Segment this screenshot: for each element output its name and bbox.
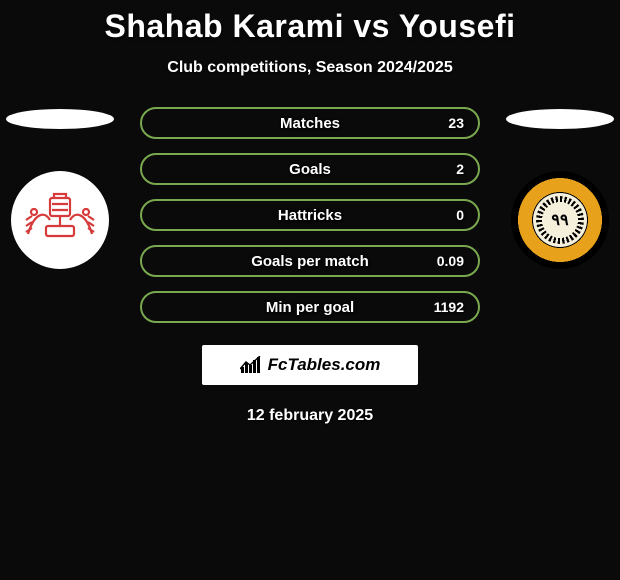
club-crest-right-icon: ۹۹: [511, 171, 609, 269]
bars-icon: [240, 356, 262, 374]
club-crest-right-core: ۹۹: [533, 193, 587, 247]
player-left-column: [0, 107, 120, 269]
stat-row: Hattricks 0: [140, 199, 480, 231]
brand-attribution[interactable]: FcTables.com: [202, 345, 418, 385]
stat-value-right: 0.09: [437, 253, 464, 269]
middle-section: ۹۹ Matches 23 Goals 2 Hattricks 0 Goals …: [0, 107, 620, 323]
stats-list: Matches 23 Goals 2 Hattricks 0 Goals per…: [140, 107, 480, 323]
stat-label: Min per goal: [266, 299, 354, 316]
stat-label: Goals per match: [251, 253, 369, 270]
player-left-ellipse: [6, 109, 114, 129]
stat-row: Matches 23: [140, 107, 480, 139]
player-right-column: ۹۹: [500, 107, 620, 269]
stat-row: Goals 2: [140, 153, 480, 185]
stat-value-right: 0: [456, 207, 464, 223]
club-crest-right-numeral: ۹۹: [551, 210, 568, 230]
club-badge-right: ۹۹: [511, 171, 609, 269]
stat-label: Goals: [289, 161, 331, 178]
club-badge-left: [11, 171, 109, 269]
page-subtitle: Club competitions, Season 2024/2025: [0, 59, 620, 77]
player-right-ellipse: [506, 109, 614, 129]
stat-label: Matches: [280, 115, 340, 132]
stat-value-right: 2: [456, 161, 464, 177]
club-crest-left-icon: [20, 190, 100, 250]
page-title: Shahab Karami vs Yousefi: [0, 8, 620, 45]
stat-row: Goals per match 0.09: [140, 245, 480, 277]
footer-date: 12 february 2025: [0, 407, 620, 425]
comparison-card: Shahab Karami vs Yousefi Club competitio…: [0, 0, 620, 425]
stat-value-right: 23: [448, 115, 464, 131]
stat-value-right: 1192: [434, 299, 464, 315]
brand-text: FcTables.com: [268, 355, 381, 375]
stat-label: Hattricks: [278, 207, 342, 224]
stat-row: Min per goal 1192: [140, 291, 480, 323]
